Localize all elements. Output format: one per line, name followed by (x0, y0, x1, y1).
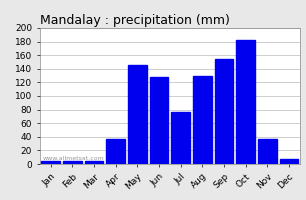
Bar (237, 40, 255, 164)
Bar (150, 77, 168, 164)
Text: www.allmetsat.com: www.allmetsat.com (42, 156, 104, 161)
Bar (171, 112, 190, 164)
Bar (258, 139, 277, 164)
Text: Mandalay : precipitation (mm): Mandalay : precipitation (mm) (40, 14, 230, 27)
Bar (41, 161, 60, 164)
Bar (280, 159, 298, 164)
Bar (215, 59, 233, 164)
Bar (85, 161, 103, 164)
Bar (63, 161, 81, 164)
Bar (106, 139, 125, 164)
Bar (193, 76, 211, 164)
Bar (128, 65, 147, 164)
